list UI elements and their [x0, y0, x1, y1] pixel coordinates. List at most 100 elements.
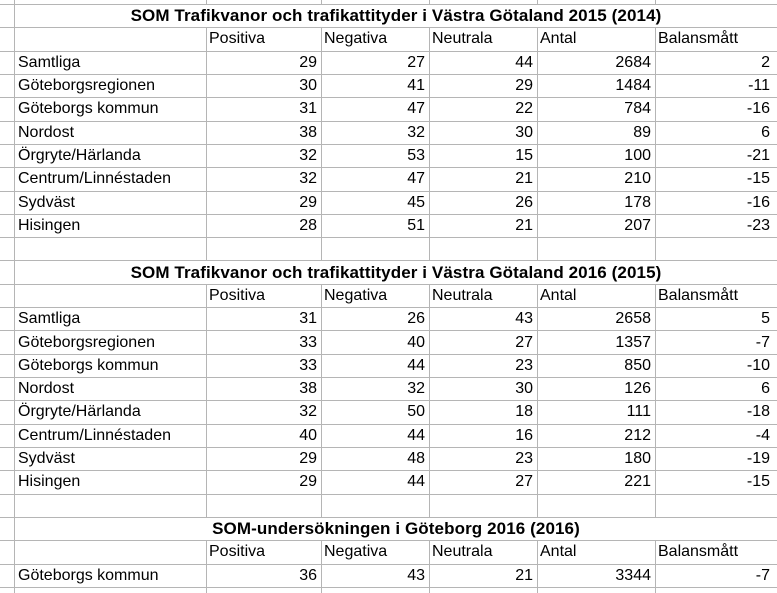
- column-header-cell[interactable]: Neutrala: [430, 541, 538, 565]
- value-cell[interactable]: 15: [430, 144, 538, 169]
- value-cell[interactable]: 850: [538, 354, 656, 378]
- cell-empty[interactable]: [15, 541, 207, 565]
- value-cell[interactable]: -21: [656, 144, 777, 169]
- value-cell[interactable]: 3344: [538, 564, 656, 588]
- column-header-cell[interactable]: Positiva: [207, 28, 322, 52]
- value-cell[interactable]: 100: [538, 144, 656, 169]
- cell-empty[interactable]: [430, 587, 538, 593]
- value-cell[interactable]: 23: [430, 354, 538, 378]
- column-header-cell[interactable]: Negativa: [322, 284, 430, 309]
- value-cell[interactable]: -19: [656, 447, 777, 472]
- column-header-cell[interactable]: Antal: [538, 28, 656, 52]
- cell-empty[interactable]: [0, 168, 15, 192]
- value-cell[interactable]: 30: [207, 74, 322, 99]
- value-cell[interactable]: 28: [207, 214, 322, 239]
- value-cell[interactable]: -11: [656, 74, 777, 99]
- cell-empty[interactable]: [15, 0, 207, 5]
- value-cell[interactable]: 47: [322, 168, 430, 192]
- value-cell[interactable]: 6: [656, 121, 777, 145]
- column-header-cell[interactable]: Antal: [538, 541, 656, 565]
- value-cell[interactable]: 31: [207, 308, 322, 332]
- row-label-cell[interactable]: Centrum/Linnéstaden: [15, 424, 207, 448]
- value-cell[interactable]: 21: [430, 168, 538, 192]
- cell-empty[interactable]: [430, 238, 538, 262]
- value-cell[interactable]: 33: [207, 354, 322, 378]
- value-cell[interactable]: -23: [656, 214, 777, 239]
- value-cell[interactable]: -15: [656, 168, 777, 192]
- cell-empty[interactable]: [0, 541, 15, 565]
- value-cell[interactable]: 44: [322, 471, 430, 495]
- cell-empty[interactable]: [15, 587, 207, 593]
- cell-empty[interactable]: [322, 494, 430, 518]
- cell-empty[interactable]: [0, 378, 15, 402]
- cell-empty[interactable]: [322, 0, 430, 5]
- cell-empty[interactable]: [0, 144, 15, 169]
- cell-empty[interactable]: [207, 0, 322, 5]
- value-cell[interactable]: 36: [207, 564, 322, 588]
- cell-empty[interactable]: [0, 98, 15, 122]
- cell-empty[interactable]: [0, 471, 15, 495]
- value-cell[interactable]: 38: [207, 378, 322, 402]
- row-label-cell[interactable]: Göteborgs kommun: [15, 98, 207, 122]
- column-header-cell[interactable]: Positiva: [207, 284, 322, 309]
- cell-empty[interactable]: [0, 308, 15, 332]
- value-cell[interactable]: 22: [430, 98, 538, 122]
- cell-empty[interactable]: [0, 517, 15, 542]
- value-cell[interactable]: 32: [322, 378, 430, 402]
- value-cell[interactable]: 29: [430, 74, 538, 99]
- value-cell[interactable]: 207: [538, 214, 656, 239]
- cell-empty[interactable]: [0, 354, 15, 378]
- value-cell[interactable]: 32: [207, 401, 322, 425]
- cell-empty[interactable]: [0, 0, 15, 5]
- value-cell[interactable]: 1484: [538, 74, 656, 99]
- value-cell[interactable]: 40: [207, 424, 322, 448]
- cell-empty[interactable]: [538, 238, 656, 262]
- value-cell[interactable]: 29: [207, 191, 322, 215]
- cell-empty[interactable]: [0, 331, 15, 355]
- cell-empty[interactable]: [538, 587, 656, 593]
- value-cell[interactable]: 180: [538, 447, 656, 472]
- value-cell[interactable]: -16: [656, 191, 777, 215]
- cell-empty[interactable]: [656, 494, 777, 518]
- cell-empty[interactable]: [0, 28, 15, 52]
- row-label-cell[interactable]: Samtliga: [15, 308, 207, 332]
- value-cell[interactable]: -10: [656, 354, 777, 378]
- row-label-cell[interactable]: Hisingen: [15, 214, 207, 239]
- cell-empty[interactable]: [15, 494, 207, 518]
- value-cell[interactable]: 111: [538, 401, 656, 425]
- cell-empty[interactable]: [430, 494, 538, 518]
- cell-empty[interactable]: [0, 74, 15, 99]
- value-cell[interactable]: 2684: [538, 51, 656, 75]
- cell-empty[interactable]: [15, 28, 207, 52]
- value-cell[interactable]: 44: [322, 424, 430, 448]
- value-cell[interactable]: 26: [322, 308, 430, 332]
- value-cell[interactable]: 29: [207, 51, 322, 75]
- cell-empty[interactable]: [322, 587, 430, 593]
- row-label-cell[interactable]: Centrum/Linnéstaden: [15, 168, 207, 192]
- row-label-cell[interactable]: Göteborgs kommun: [15, 354, 207, 378]
- cell-empty[interactable]: [538, 494, 656, 518]
- value-cell[interactable]: 27: [430, 471, 538, 495]
- row-label-cell[interactable]: Göteborgs kommun: [15, 564, 207, 588]
- cell-empty[interactable]: [15, 284, 207, 309]
- value-cell[interactable]: 32: [207, 168, 322, 192]
- column-header-cell[interactable]: Balansmått: [656, 541, 777, 565]
- value-cell[interactable]: 210: [538, 168, 656, 192]
- value-cell[interactable]: 27: [322, 51, 430, 75]
- value-cell[interactable]: 23: [430, 447, 538, 472]
- cell-empty[interactable]: [0, 121, 15, 145]
- value-cell[interactable]: 48: [322, 447, 430, 472]
- column-header-cell[interactable]: Negativa: [322, 28, 430, 52]
- value-cell[interactable]: 21: [430, 214, 538, 239]
- value-cell[interactable]: 126: [538, 378, 656, 402]
- value-cell[interactable]: 27: [430, 331, 538, 355]
- value-cell[interactable]: 178: [538, 191, 656, 215]
- value-cell[interactable]: 31: [207, 98, 322, 122]
- column-header-cell[interactable]: Balansmått: [656, 28, 777, 52]
- cell-empty[interactable]: [0, 214, 15, 239]
- value-cell[interactable]: 32: [207, 144, 322, 169]
- cell-empty[interactable]: [0, 424, 15, 448]
- row-label-cell[interactable]: Örgryte/Härlanda: [15, 144, 207, 169]
- row-label-cell[interactable]: Hisingen: [15, 471, 207, 495]
- value-cell[interactable]: 38: [207, 121, 322, 145]
